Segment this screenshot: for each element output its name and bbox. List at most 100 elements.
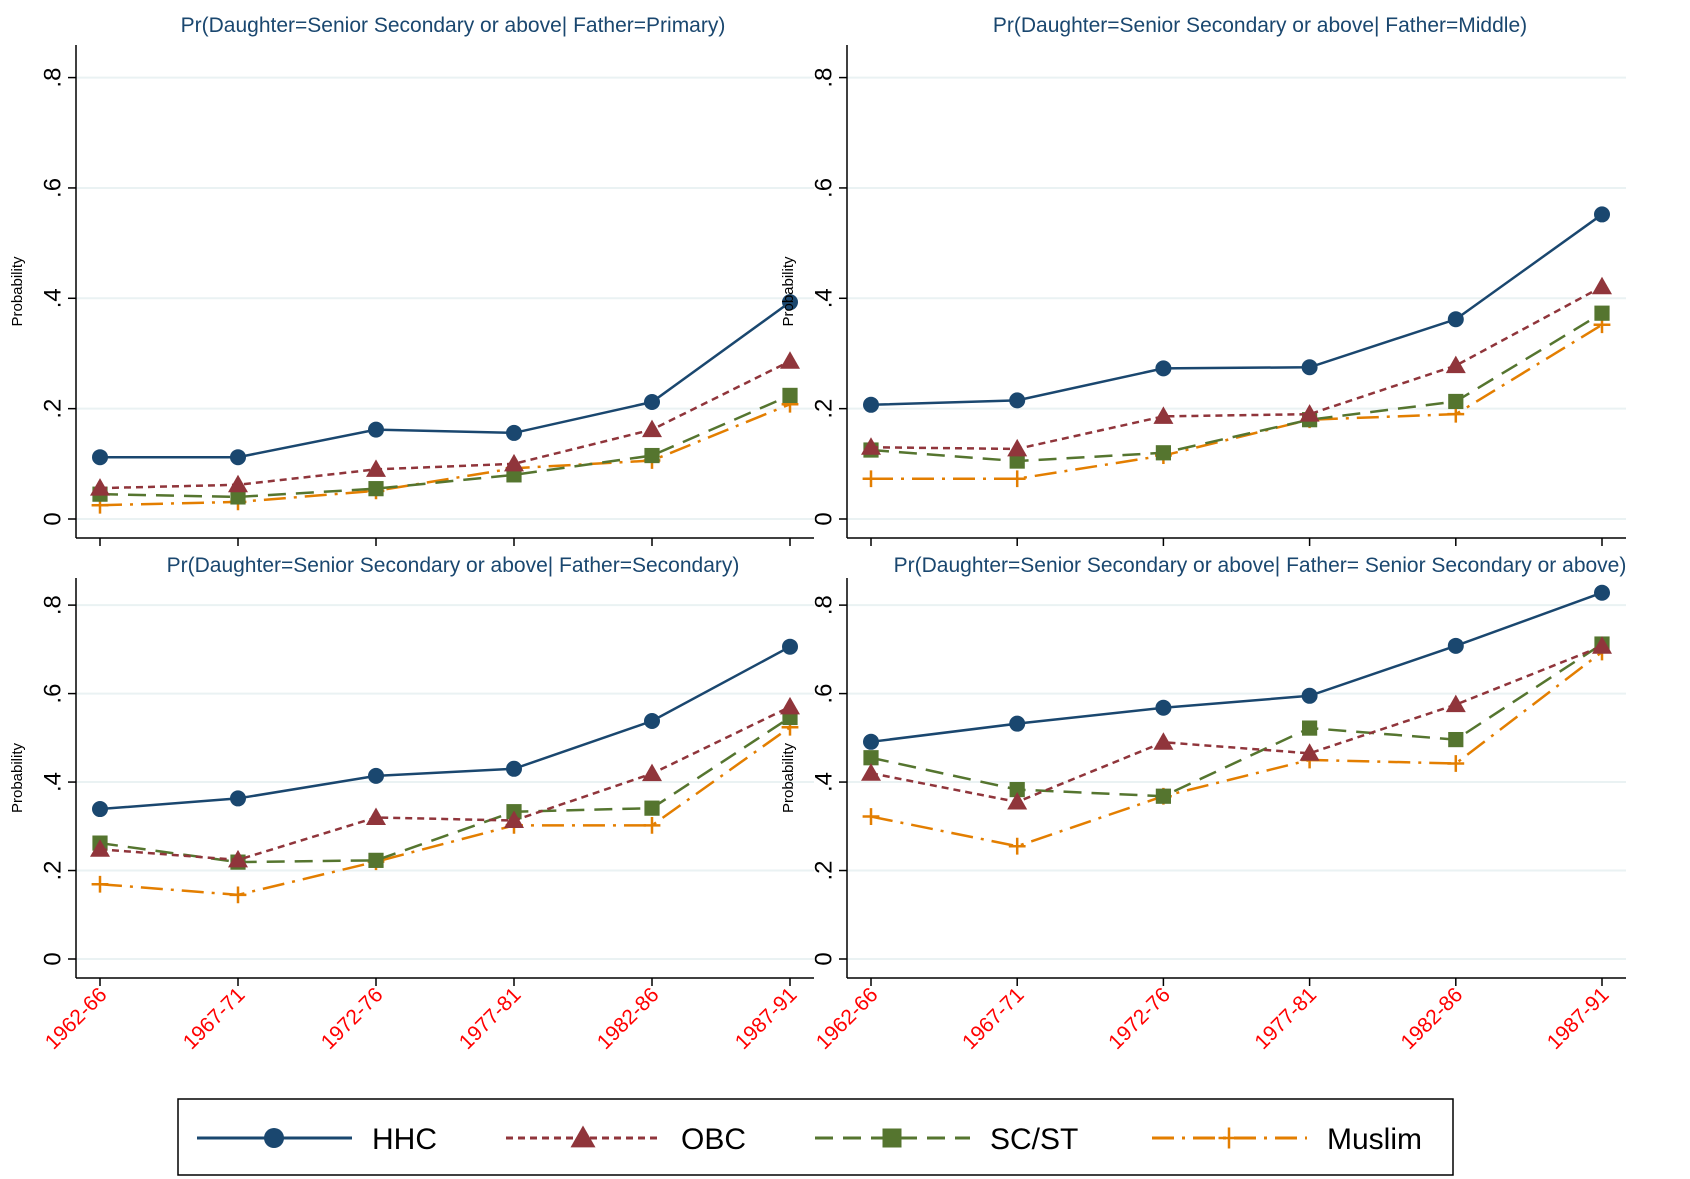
data-point-hhc (1594, 206, 1610, 223)
data-point-sc-st (644, 447, 660, 464)
panel-title: Pr(Daughter=Senior Secondary or above| F… (993, 14, 1527, 37)
data-point-obc (861, 437, 881, 455)
series-hhc (92, 294, 798, 466)
series-line-obc (870, 285, 1603, 451)
series-sc-st (92, 709, 798, 870)
y-tick-label: .6 (40, 684, 67, 704)
data-point-hhc (1009, 392, 1026, 409)
x-tick-label: 1987-91 (731, 983, 802, 1054)
data-point-sc-st (1448, 393, 1464, 410)
data-point-hhc (230, 449, 246, 466)
data-point-sc-st (1448, 731, 1464, 748)
data-point-sc-st (368, 852, 384, 868)
data-point-sc-st (863, 750, 879, 766)
data-point-obc (1445, 355, 1466, 374)
series-line-obc (99, 360, 791, 490)
data-point-obc (861, 763, 881, 781)
y-tick-label: 0 (811, 952, 838, 965)
data-point-sc-st (1302, 720, 1318, 736)
data-point-hhc (92, 449, 108, 466)
y-tick-label: 0 (40, 952, 67, 965)
data-point-sc-st (1594, 305, 1610, 321)
data-point-obc (228, 474, 248, 493)
y-tick-label: .6 (811, 684, 838, 704)
data-point-obc (780, 351, 800, 369)
series-line-hhc (870, 591, 1603, 744)
x-tick-label: 1962-66 (812, 983, 883, 1054)
series-line-sc-st (870, 312, 1603, 463)
x-tick-label: 1967-71 (179, 983, 250, 1054)
data-point-obc (1153, 732, 1174, 750)
legend-label: SC/ST (990, 1123, 1078, 1156)
series-hhc (863, 584, 1610, 750)
y-tick-label: .2 (811, 399, 838, 419)
data-point-hhc (1155, 360, 1172, 377)
chart-panel-1: Pr(Daughter=Senior Secondary or above| F… (9, 14, 814, 546)
data-point-muslim (1008, 470, 1026, 488)
y-tick-label: .2 (40, 399, 67, 419)
y-tick-label: .6 (40, 178, 67, 198)
data-point-hhc (782, 638, 798, 655)
data-point-hhc (1155, 699, 1172, 716)
data-point-muslim (229, 886, 247, 904)
y-tick-label: 0 (40, 512, 67, 525)
series-line-muslim (871, 323, 1603, 480)
series-obc (90, 351, 800, 496)
data-point-obc (504, 453, 524, 472)
data-point-hhc (92, 801, 108, 818)
data-point-obc (504, 810, 524, 829)
series-line-hhc (870, 213, 1603, 407)
data-point-hhc (1301, 687, 1318, 704)
data-point-obc (1007, 791, 1028, 810)
data-point-hhc (368, 767, 384, 784)
legend: HHC OBC SC/ST Muslim (177, 1098, 1454, 1176)
data-point-sc-st (1009, 453, 1025, 469)
y-tick-label: .2 (40, 861, 67, 881)
series-obc (861, 636, 1612, 810)
data-point-hhc (863, 733, 879, 750)
series-muslim (862, 643, 1611, 855)
data-point-hhc (863, 396, 879, 413)
x-tick-label: 1987-91 (1543, 983, 1614, 1054)
data-point-hhc (506, 424, 522, 441)
y-axis-label: Probability (9, 742, 26, 813)
x-tick-label: 1982-86 (1397, 983, 1468, 1054)
data-point-obc (228, 849, 248, 868)
chart-panel-3: Pr(Daughter=Senior Secondary or above| F… (9, 554, 814, 1054)
data-point-muslim (862, 808, 880, 825)
y-tick-label: 0 (811, 512, 838, 525)
series-hhc (92, 638, 798, 818)
data-point-sc-st (1155, 445, 1171, 461)
y-tick-label: .4 (811, 288, 838, 308)
legend-label: OBC (681, 1123, 746, 1156)
series-line-muslim (99, 403, 791, 507)
series-sc-st (92, 387, 798, 505)
data-point-obc (1592, 276, 1612, 295)
data-point-obc (1592, 636, 1612, 654)
y-tick-label: .8 (811, 68, 838, 88)
chart-panel-4: Pr(Daughter=Senior Secondary or above| F… (780, 554, 1626, 1054)
legend-label: Muslim (1327, 1123, 1422, 1156)
series-sc-st (863, 305, 1610, 469)
x-tick-label: 1972-76 (317, 983, 388, 1054)
data-point-sc-st (782, 387, 798, 404)
panel-title: Pr(Daughter=Senior Secondary or above| F… (181, 14, 726, 37)
y-tick-label: .4 (40, 288, 67, 308)
legend-entry-obc: OBC (506, 1123, 746, 1156)
y-axis-label: Probability (780, 256, 797, 327)
data-point-muslim (643, 817, 661, 834)
data-point-sc-st (1009, 781, 1025, 798)
x-tick-label: 1967-71 (958, 983, 1029, 1054)
y-tick-label: .4 (40, 772, 67, 792)
y-tick-label: .2 (811, 861, 838, 881)
series-line-muslim (99, 726, 791, 897)
y-tick-label: .4 (811, 772, 838, 792)
legend-entry-hhc: HHC (197, 1123, 437, 1156)
y-tick-label: .8 (40, 595, 67, 615)
y-tick-label: .8 (40, 68, 67, 88)
panel-title: Pr(Daughter=Senior Secondary or above| F… (167, 554, 740, 577)
series-line-obc (99, 705, 791, 862)
data-point-sc-st (368, 481, 384, 497)
series-line-hhc (100, 301, 791, 459)
data-point-muslim (1447, 755, 1465, 772)
